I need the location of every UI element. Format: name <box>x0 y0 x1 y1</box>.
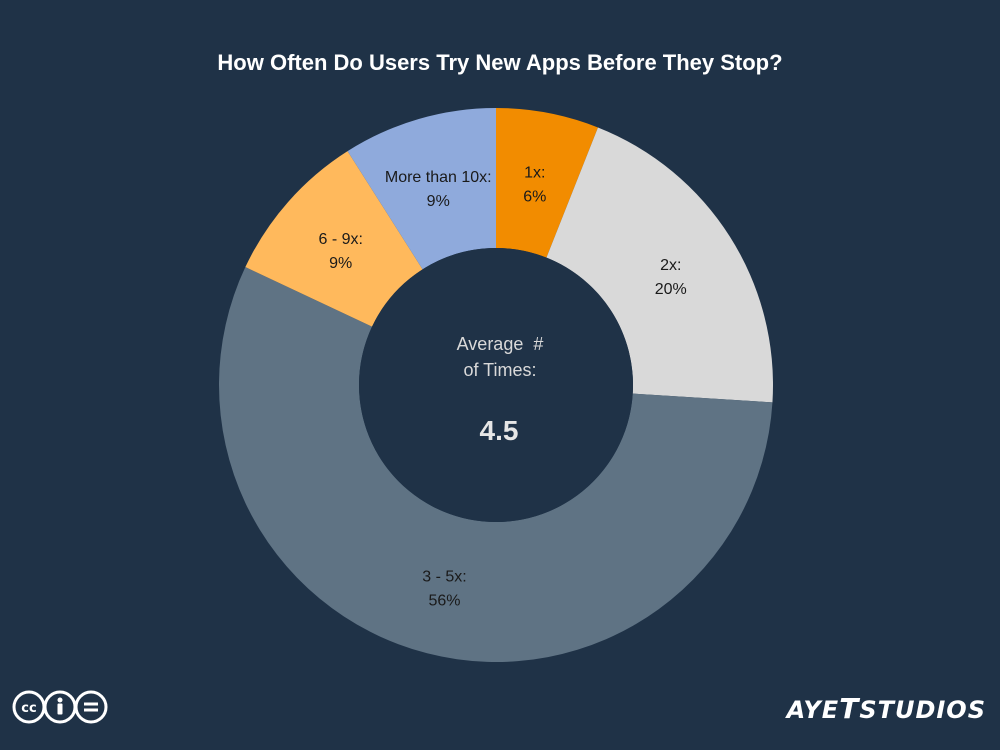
center-label-line1: Average # <box>457 334 544 354</box>
center-value: 4.5 <box>480 415 519 446</box>
slice-label: 2x: <box>660 257 681 274</box>
slice-value-label: 9% <box>329 255 352 272</box>
donut-slice <box>546 127 773 403</box>
slice-value-label: 6% <box>523 189 546 206</box>
donut-slice <box>245 151 423 327</box>
donut-slice <box>219 267 773 662</box>
donut-slice <box>347 108 496 270</box>
slice-label: More than 10x: <box>385 169 492 186</box>
slice-label: 3 - 5x: <box>422 568 466 585</box>
brand-logo: AYETSTUDIOS <box>786 692 986 725</box>
slice-label: 6 - 9x: <box>318 231 362 248</box>
svg-text:cc: cc <box>21 701 36 716</box>
chart-title: How Often Do Users Try New Apps Before T… <box>217 50 783 75</box>
donut-hole <box>359 248 633 522</box>
slice-value-label: 20% <box>655 281 687 298</box>
donut-slice <box>496 108 598 258</box>
slice-value-label: 56% <box>429 592 461 609</box>
slice-value-label: 9% <box>427 193 450 210</box>
center-label-line2: of Times: <box>463 360 536 380</box>
creative-commons-by-nd-icon: cc <box>12 690 108 724</box>
slice-label: 1x: <box>524 165 545 182</box>
